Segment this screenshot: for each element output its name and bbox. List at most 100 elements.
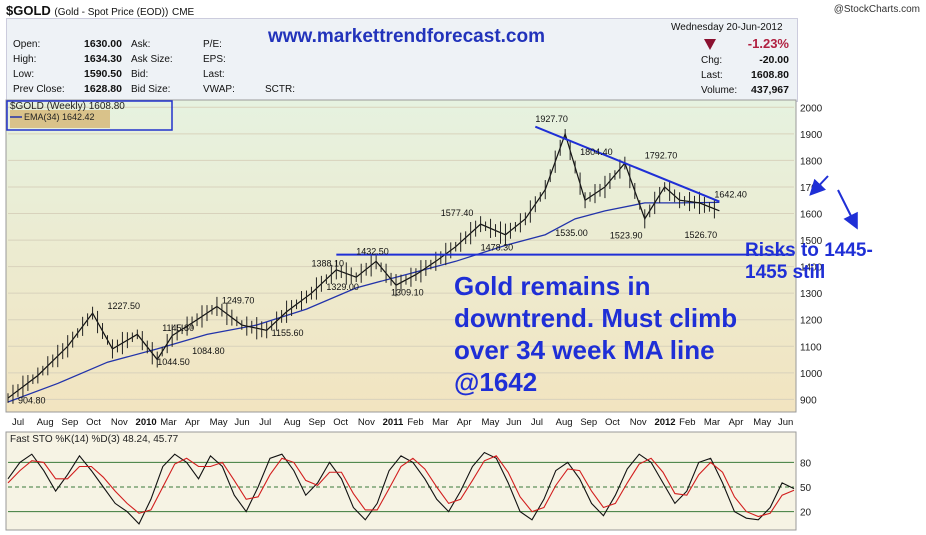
price-annotation: 1535.00 <box>555 228 588 238</box>
x-axis-label: Mar <box>160 417 176 428</box>
bidsize-label: Bid Size: <box>131 84 171 95</box>
x-axis-label: 2012 <box>654 417 675 428</box>
price-annotation: 1084.80 <box>192 346 225 356</box>
x-axis-label: Oct <box>333 417 348 428</box>
price-annotation: 904.80 <box>18 395 46 405</box>
trendline <box>534 125 720 203</box>
x-axis-label: May <box>481 417 499 428</box>
last2-label: Last: <box>701 70 723 81</box>
sto-y-tick-label: 80 <box>800 458 812 469</box>
grid <box>8 106 794 400</box>
x-axis-label: Mar <box>704 417 720 428</box>
price-series <box>7 129 720 404</box>
sto-panel-bg <box>5 431 797 531</box>
ema-series <box>7 201 720 403</box>
low-label: Low: <box>13 69 35 80</box>
bid-label: Bid: <box>131 69 149 80</box>
x-axis-label: Jun <box>506 417 521 428</box>
sto-y-ticks: 20 50 80 <box>800 458 812 518</box>
chg-value: -20.00 <box>759 54 789 66</box>
x-axis-label: Oct <box>605 417 620 428</box>
price-annotation: 1044.50 <box>157 357 190 367</box>
quote-date: Wednesday 20-Jun-2012 <box>671 22 783 33</box>
x-axis-label: Apr <box>729 417 744 428</box>
x-axis-label: 2011 <box>383 417 404 428</box>
prevclose-label: Prev Close: <box>13 84 65 95</box>
low-value: 1590.50 <box>84 68 122 80</box>
stockcharts-credit: @StockCharts.com <box>833 4 920 15</box>
x-axis-label: Aug <box>556 417 573 428</box>
sto-y-tick-label: 50 <box>800 483 812 494</box>
y-tick-label: 1400 <box>800 263 823 274</box>
high-label: High: <box>13 54 37 65</box>
price-annotation: 1577.40 <box>441 208 474 218</box>
pe-label: P/E: <box>203 39 222 50</box>
price-annotation: 1927.70 <box>535 114 568 124</box>
x-axis-label: Jul <box>259 417 271 428</box>
x-axis-label: Sep <box>580 417 597 428</box>
legend-ema: EMA(34) 1642.42 <box>24 112 95 122</box>
volume-label: Volume: <box>701 85 738 96</box>
legend-sto: Fast STO %K(14) %D(3) 48.24, 45.77 <box>10 434 179 445</box>
arrow-down-left-icon <box>809 175 829 196</box>
chart-title: $GOLD (Gold - Spot Price (EOD)) CME <box>6 3 194 18</box>
x-axis-label: Oct <box>86 417 101 428</box>
price-annotation: 1523.90 <box>610 231 643 241</box>
x-axis-label: Aug <box>37 417 54 428</box>
price-annotation: 1309.10 <box>391 287 424 297</box>
y-tick-label: 1900 <box>800 130 823 141</box>
x-axis-label: Nov <box>630 417 647 428</box>
x-axis-label: Nov <box>111 417 128 428</box>
x-axis-labels: Jul Aug Sep Oct Nov 2010 Mar Apr May Jun Jul Aug Sep… <box>12 417 793 428</box>
x-axis-label: Jun <box>778 417 793 428</box>
x-axis-label: Feb <box>679 417 695 428</box>
x-axis-label: Sep <box>309 417 326 428</box>
high-value: 1634.30 <box>84 53 122 65</box>
x-axis-label: May <box>753 417 771 428</box>
price-annotation: 1249.70 <box>222 295 255 305</box>
x-axis-label: Nov <box>358 417 375 428</box>
symbol-description: (Gold - Spot Price (EOD)) <box>54 7 169 18</box>
sto-line <box>7 455 795 518</box>
last-label: Last: <box>203 69 225 80</box>
open-value: 1630.00 <box>84 38 122 50</box>
x-axis-label: Feb <box>407 417 423 428</box>
price-annotation: 1155.60 <box>272 328 304 338</box>
price-annotation: 1642.40 <box>714 190 747 200</box>
trendlines <box>336 125 794 256</box>
chg-label: Chg: <box>701 55 723 66</box>
price-annotations: 1927.70 1804.40 1792.70 1642.40 1577.40 1535.… <box>18 114 747 405</box>
sto-y-tick-label: 20 <box>800 508 812 519</box>
arrow-down-right-icon <box>837 189 858 230</box>
x-axis-label: Mar <box>432 417 448 428</box>
legend-ema-highlight <box>10 110 110 128</box>
price-annotation: 1478.30 <box>481 243 514 253</box>
y-tick-label: 1000 <box>800 369 823 380</box>
ask-label: Ask: <box>131 39 151 50</box>
eps-label: EPS: <box>203 54 226 65</box>
exchange: CME <box>171 7 195 18</box>
main-note-line1: Gold remains in <box>454 271 651 301</box>
price-annotation: 1329.00 <box>326 282 359 292</box>
legend-box <box>6 100 173 131</box>
y-tick-label: 900 <box>800 395 817 406</box>
symbol: $GOLD <box>6 3 51 18</box>
x-axis-label: 2010 <box>136 417 157 428</box>
quote-panel: Open: 1630.00 High: 1634.30 Low: 1590.50… <box>6 18 798 102</box>
x-axis-label: Jun <box>234 417 249 428</box>
down-arrow-icon <box>704 39 716 50</box>
y-tick-label: 1800 <box>800 156 823 167</box>
x-axis-label: Jul <box>12 417 24 428</box>
vwap-label: VWAP: <box>203 84 235 95</box>
main-note: Gold remains in downtrend. Must climb ov… <box>454 270 737 398</box>
price-panel-bg <box>5 99 797 413</box>
website-watermark: www.markettrendforecast.com <box>268 26 545 47</box>
price-annotation: 1227.50 <box>107 301 140 311</box>
x-axis-label: Aug <box>284 417 301 428</box>
sctr-label: SCTR: <box>265 84 295 95</box>
risk-note: Risks to 1445- 1455 still <box>745 240 873 284</box>
ema-line <box>7 201 720 403</box>
main-note-line3: over 34 week MA line <box>454 335 715 365</box>
price-annotation: 1388.10 <box>311 259 344 269</box>
y-tick-label: 1500 <box>800 236 823 247</box>
